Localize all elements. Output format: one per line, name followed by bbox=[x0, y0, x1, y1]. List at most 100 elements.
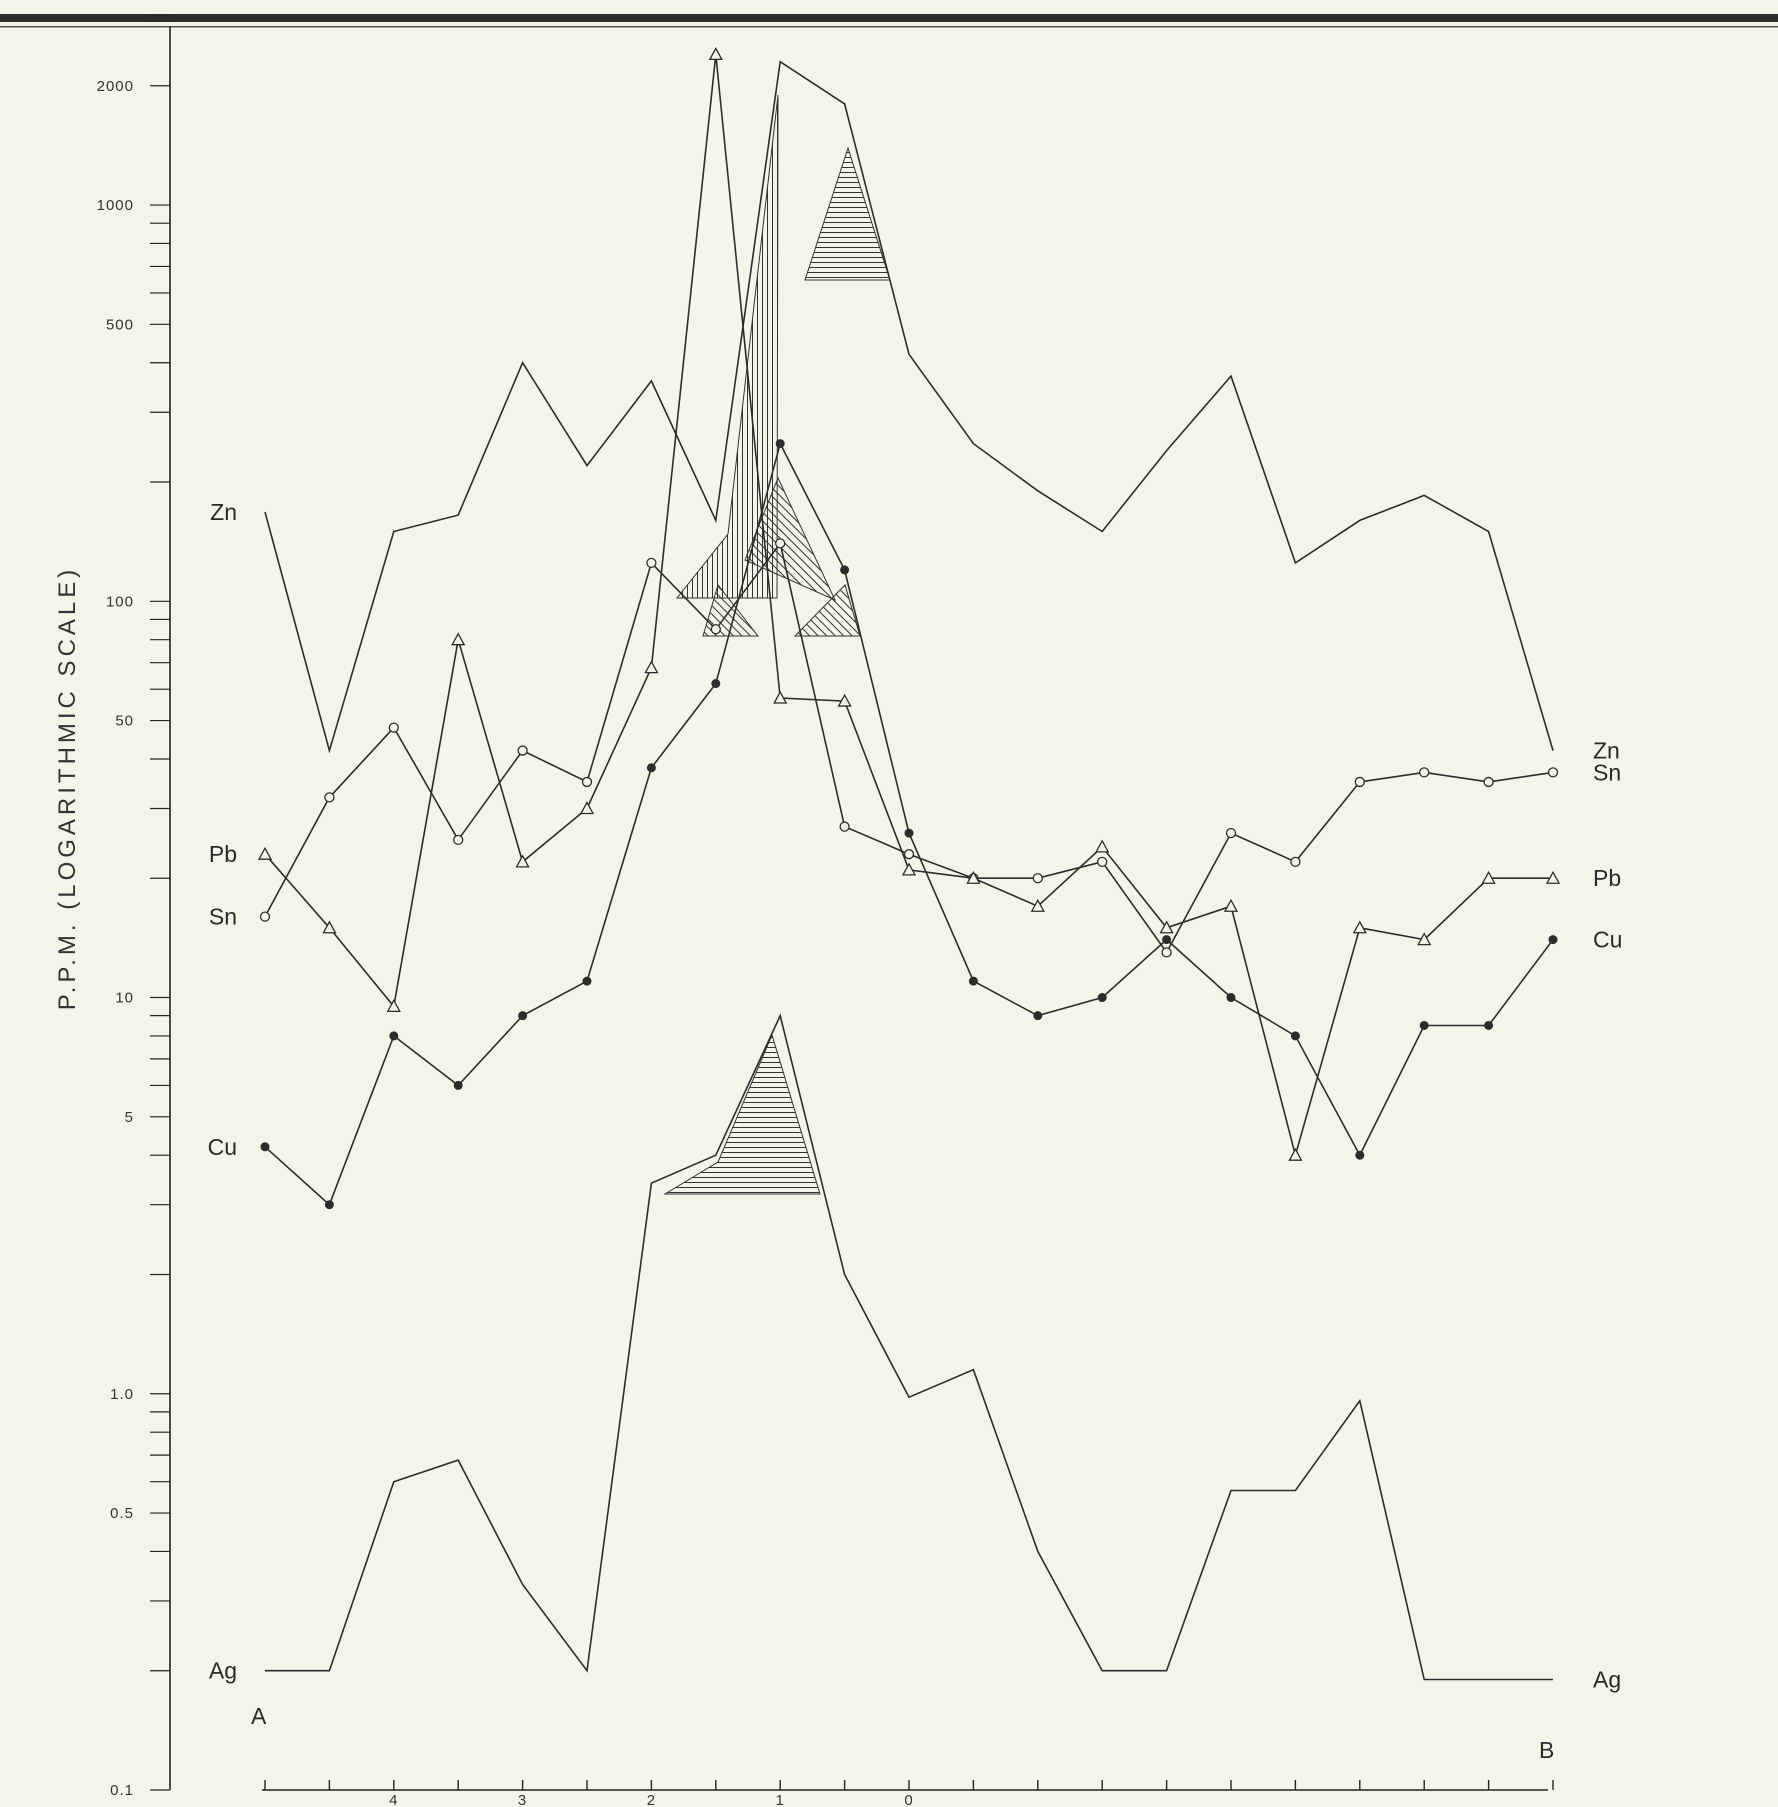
data-point-sn bbox=[388, 722, 399, 733]
y-tick-label: 10 bbox=[115, 990, 134, 1007]
data-point-sn bbox=[1354, 776, 1365, 788]
data-point-cu bbox=[646, 763, 656, 773]
data-point-cu bbox=[582, 976, 592, 986]
endpoint-label-a: A bbox=[251, 1703, 267, 1729]
data-point-cu bbox=[904, 828, 914, 838]
top-border-bar bbox=[0, 14, 1778, 22]
data-point-cu bbox=[1162, 935, 1172, 945]
data-point-sn bbox=[259, 911, 271, 922]
data-point-pb bbox=[451, 632, 466, 646]
data-point-sn bbox=[1161, 947, 1172, 958]
data-point-pb bbox=[257, 846, 273, 860]
data-point-sn bbox=[581, 776, 593, 788]
top-border-line bbox=[0, 26, 1778, 28]
x-axis-ticks bbox=[264, 1780, 1554, 1790]
data-point-cu bbox=[260, 1142, 270, 1152]
data-point-sn bbox=[775, 538, 786, 549]
data-point-cu bbox=[1548, 935, 1558, 945]
series-label-right-cu: Cu bbox=[1593, 927, 1622, 953]
data-point-pb bbox=[837, 693, 852, 707]
y-tick-label: 50 bbox=[115, 713, 134, 730]
data-point-pb bbox=[644, 660, 659, 674]
data-point-cu bbox=[1484, 1020, 1494, 1030]
data-point-pb bbox=[515, 854, 530, 868]
x-tick-label: 0 bbox=[904, 1792, 913, 1807]
data-point-pb bbox=[1095, 839, 1110, 853]
data-point-pb bbox=[1223, 898, 1239, 912]
data-point-pb bbox=[1417, 932, 1432, 946]
data-point-sn bbox=[1290, 856, 1301, 867]
data-point-pb bbox=[1030, 898, 1045, 912]
zn-peak-hatch bbox=[804, 146, 891, 281]
series-label-right-ag: Ag bbox=[1593, 1667, 1621, 1693]
y-tick-label: 100 bbox=[106, 593, 134, 610]
y-tick-label: 0.1 bbox=[110, 1782, 134, 1799]
data-point-sn bbox=[1032, 873, 1043, 884]
data-point-cu bbox=[968, 976, 978, 986]
data-point-cu bbox=[1419, 1020, 1429, 1030]
y-tick-label: 1000 bbox=[97, 197, 134, 214]
data-point-cu bbox=[1355, 1150, 1365, 1160]
data-point-sn bbox=[1483, 776, 1494, 788]
data-point-cu bbox=[453, 1080, 463, 1090]
data-point-cu bbox=[389, 1031, 399, 1041]
data-point-pb bbox=[1481, 870, 1496, 884]
series-label-right-pb: Pb bbox=[1593, 865, 1621, 891]
data-point-pb bbox=[966, 870, 981, 884]
x-tick-label: 1 bbox=[776, 1792, 785, 1807]
data-point-pb bbox=[901, 862, 917, 876]
data-point-cu bbox=[711, 679, 721, 689]
data-point-sn bbox=[1419, 767, 1430, 778]
data-point-pb bbox=[1159, 920, 1174, 934]
data-point-pb bbox=[1288, 1147, 1303, 1161]
endpoint-label-b: B bbox=[1539, 1737, 1554, 1763]
data-point-cu bbox=[1033, 1011, 1043, 1021]
data-point-sn bbox=[646, 557, 657, 569]
data-point-pb bbox=[1352, 920, 1367, 934]
data-point-cu bbox=[1290, 1031, 1300, 1041]
x-tick-label: 4 bbox=[389, 1792, 398, 1807]
anomaly-shading bbox=[663, 94, 891, 1195]
data-point-pb bbox=[322, 920, 337, 934]
y-tick-label: 500 bbox=[106, 316, 134, 333]
sn-anomaly-hatch-right bbox=[793, 584, 861, 637]
series-markers bbox=[257, 47, 1561, 1210]
y-tick-label: 1.0 bbox=[110, 1386, 134, 1403]
data-point-cu bbox=[1097, 993, 1107, 1003]
series-label-left-zn: Zn bbox=[210, 499, 237, 525]
data-point-cu bbox=[1226, 993, 1236, 1003]
series-label-right-sn: Sn bbox=[1593, 759, 1621, 785]
x-axis-tick-labels: 4 3 2 1 0 bbox=[389, 1792, 913, 1807]
data-point-sn bbox=[324, 792, 335, 803]
zn-anomaly-hatch bbox=[675, 94, 779, 599]
y-axis-title: P.P.M. (LOGARITHMIC SCALE) bbox=[54, 566, 81, 1011]
y-axis-ticks bbox=[150, 15, 170, 1791]
data-point-sn bbox=[1547, 767, 1559, 778]
data-point-pb bbox=[708, 47, 723, 61]
data-point-sn bbox=[903, 849, 915, 860]
data-point-pb bbox=[1545, 870, 1561, 884]
data-point-pb bbox=[386, 998, 401, 1013]
series-label-left-ag: Ag bbox=[209, 1658, 237, 1684]
series-line-zn bbox=[264, 60, 1554, 754]
x-tick-label: 2 bbox=[647, 1792, 656, 1807]
data-point-sn bbox=[1097, 856, 1108, 867]
y-tick-label: 2000 bbox=[97, 78, 134, 95]
series-line-ag bbox=[265, 1013, 1553, 1681]
series-line-sn bbox=[264, 541, 1554, 954]
series-label-left-pb: Pb bbox=[209, 841, 237, 867]
ag-anomaly-hatch bbox=[663, 1033, 821, 1195]
y-tick-label: 5 bbox=[125, 1109, 134, 1126]
data-point-sn bbox=[1225, 827, 1237, 839]
series-label-right-zn: Zn bbox=[1593, 738, 1620, 764]
data-point-cu bbox=[775, 439, 785, 449]
data-point-sn bbox=[453, 834, 464, 845]
data-point-cu bbox=[518, 1011, 528, 1021]
data-point-cu bbox=[324, 1200, 334, 1210]
x-tick-label: 3 bbox=[518, 1792, 527, 1807]
data-point-pb bbox=[773, 690, 788, 704]
series-label-left-cu: Cu bbox=[208, 1134, 237, 1160]
y-axis-tick-labels: 2000 1000 500 100 50 10 5 1.0 0.5 0.1 bbox=[97, 78, 134, 1799]
